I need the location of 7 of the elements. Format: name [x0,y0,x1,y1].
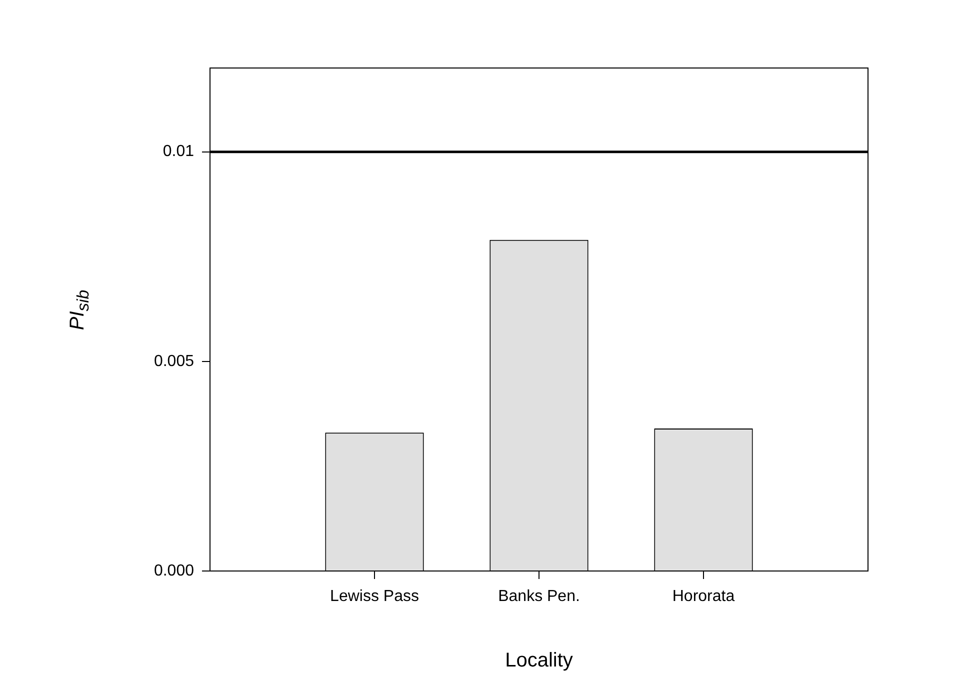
y-tick-label: 0.000 [154,562,194,580]
y-tick-label: 0.01 [162,143,194,160]
x-tick-label: Lewiss Pass [330,588,419,606]
x-tick-label: Hororata [672,588,735,606]
x-tick-label: Banks Pen. [498,588,580,606]
y-tick-label: 0.005 [154,352,194,370]
x-axis-title: Locality [505,650,573,672]
